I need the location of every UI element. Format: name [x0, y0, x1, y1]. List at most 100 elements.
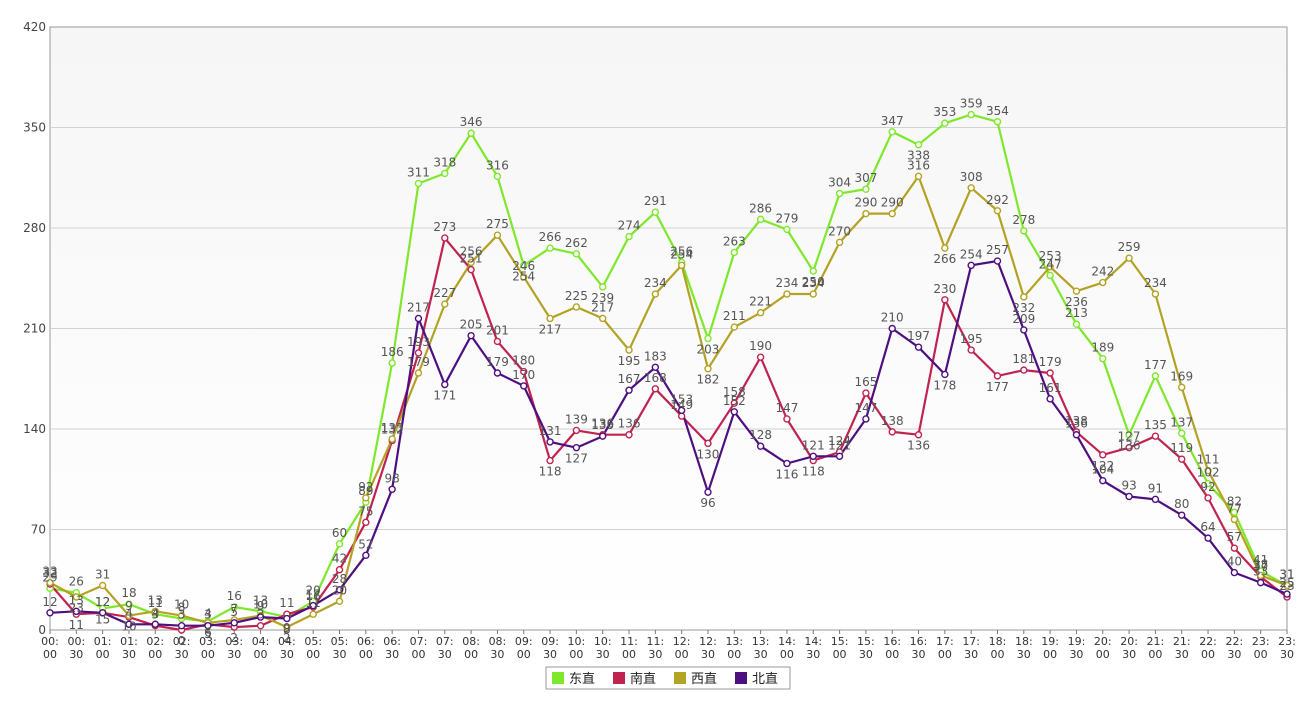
data-label: 9 [283, 621, 291, 635]
data-label: 170 [512, 368, 535, 382]
data-point [835, 238, 844, 247]
y-tick-label: 70 [31, 523, 46, 537]
data-point [1230, 515, 1239, 524]
data-point [651, 290, 660, 298]
x-tick-label-hour: 13: [725, 635, 743, 648]
x-tick-label-minute: 00 [464, 648, 478, 661]
data-point [941, 119, 949, 127]
data-label: 158 [723, 385, 746, 399]
x-tick-label-hour: 16: [910, 635, 928, 648]
legend-swatch[interactable] [674, 672, 686, 684]
data-label: 41 [1253, 553, 1268, 567]
data-point [309, 601, 317, 610]
data-point [1151, 372, 1160, 380]
data-label: 147 [775, 401, 798, 415]
data-label: 60 [332, 526, 347, 540]
x-tick-label-minute: 00 [780, 648, 794, 661]
data-point [362, 494, 370, 502]
data-point [809, 452, 817, 460]
x-tick-label-hour: 17: [936, 635, 954, 648]
x-tick-label-hour: 20: [1094, 635, 1112, 648]
legend-swatch[interactable] [613, 672, 625, 684]
data-label: 28 [332, 572, 347, 586]
data-label: 167 [618, 372, 641, 386]
data-label: 234 [775, 276, 798, 290]
data-point [1151, 290, 1160, 298]
data-label: 183 [644, 349, 667, 363]
data-label: 3 [204, 608, 212, 622]
data-point [1256, 571, 1265, 580]
data-point [283, 614, 291, 623]
data-point [283, 623, 291, 631]
data-label: 119 [1170, 441, 1193, 455]
data-point [1046, 395, 1054, 403]
data-label: 290 [881, 196, 904, 210]
data-label: 31 [1279, 567, 1294, 581]
data-label: 33 [42, 565, 57, 579]
x-tick-label-minute: 00 [517, 648, 531, 661]
data-label: 307 [854, 171, 877, 185]
data-point [1230, 508, 1239, 516]
x-tick-label-minute: 00 [1043, 648, 1057, 661]
x-tick-label-hour: 04: [252, 635, 270, 648]
data-label: 257 [986, 243, 1009, 257]
data-point [730, 408, 738, 416]
x-tick-label-minute: 00 [727, 648, 741, 661]
x-tick-label-minute: 00 [1254, 648, 1268, 661]
legend-label[interactable]: 北直 [752, 672, 778, 687]
x-tick-label-minute: 30 [1280, 648, 1294, 661]
data-point [125, 600, 133, 608]
data-label: 136 [1118, 439, 1141, 453]
legend-label[interactable]: 南直 [630, 671, 656, 687]
data-point [467, 331, 475, 340]
x-tick-label-hour: 08: [489, 635, 507, 648]
data-point [572, 426, 581, 435]
data-point [625, 386, 633, 394]
data-label: 179 [486, 355, 509, 369]
x-tick-label-hour: 14: [778, 635, 796, 648]
data-point [520, 367, 528, 376]
data-label: 197 [907, 329, 930, 343]
data-point [493, 172, 502, 181]
legend-swatch[interactable] [552, 672, 564, 684]
legend[interactable]: 东直 南直 西直 北直 [545, 666, 791, 690]
data-label: 13 [69, 593, 84, 607]
data-label: 286 [749, 201, 772, 215]
grid-lines [50, 127, 1287, 530]
data-point [625, 431, 633, 439]
data-point [1020, 293, 1028, 301]
x-tick-label-hour: 23: [1278, 635, 1296, 648]
data-label: 13 [253, 593, 268, 607]
x-tick-label-minute: 30 [227, 648, 241, 661]
data-point [756, 309, 765, 317]
data-label: 279 [775, 211, 798, 225]
legend-label[interactable]: 西直 [691, 672, 717, 687]
data-point [888, 209, 896, 218]
data-label: 31 [95, 567, 110, 581]
data-point [388, 485, 396, 493]
x-tick-label-hour: 01: [94, 635, 112, 648]
x-tick-label-hour: 14: [804, 635, 822, 648]
x-tick-label-minute: 30 [648, 648, 662, 661]
data-label: 15 [95, 612, 110, 626]
legend-label[interactable]: 东直 [569, 672, 595, 687]
data-label: 308 [960, 170, 983, 184]
data-point [1230, 544, 1239, 552]
data-label: 135 [1144, 418, 1167, 432]
data-label: 33 [1253, 565, 1268, 579]
data-point [441, 169, 449, 178]
x-tick-label-hour: 07: [436, 635, 454, 648]
data-label: 232 [1012, 301, 1035, 315]
legend-swatch[interactable] [735, 672, 747, 684]
data-point [1046, 263, 1054, 271]
data-label: 182 [697, 373, 720, 387]
data-point [388, 359, 396, 367]
data-point [177, 611, 186, 620]
data-point [1099, 354, 1107, 363]
data-label: 347 [881, 114, 904, 128]
x-tick-label-hour: 02: [146, 635, 164, 648]
data-point [967, 346, 975, 354]
data-label: 246 [512, 259, 535, 273]
x-tick-label-minute: 30 [754, 648, 768, 661]
x-tick-label-minute: 00 [148, 648, 162, 661]
